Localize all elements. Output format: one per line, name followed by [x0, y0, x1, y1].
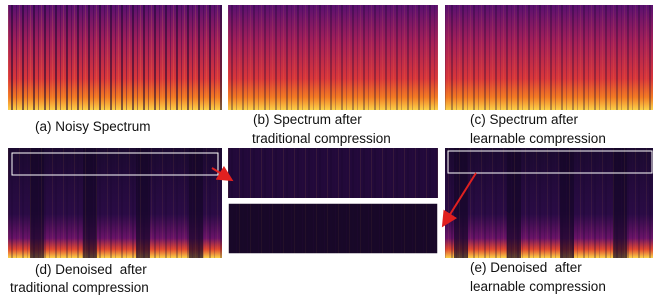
caption: traditional compression: [252, 131, 391, 146]
spectrogram-e: [445, 148, 653, 258]
spectrogram-a: [8, 5, 222, 110]
caption: traditional compression: [10, 280, 149, 295]
spectrogram-c: [445, 5, 653, 110]
page: (a) Noisy Spectrum (b) Spectrum after tr…: [0, 0, 653, 296]
caption: (c) Spectrum after: [470, 112, 579, 127]
figure: (a) Noisy Spectrum (b) Spectrum after tr…: [0, 0, 653, 296]
caption: learnable compression: [470, 131, 606, 146]
spectrogram-b: [228, 5, 438, 110]
zoom-learnable: [228, 203, 438, 254]
caption: (b) Spectrum after: [253, 112, 362, 127]
caption: learnable compression: [470, 279, 606, 294]
caption: (e) Denoised after: [470, 260, 582, 275]
caption: (d) Denoised after: [35, 262, 147, 277]
spectrogram-d: [8, 148, 222, 258]
zoom-traditional: [228, 148, 438, 198]
caption: (a) Noisy Spectrum: [35, 119, 151, 134]
